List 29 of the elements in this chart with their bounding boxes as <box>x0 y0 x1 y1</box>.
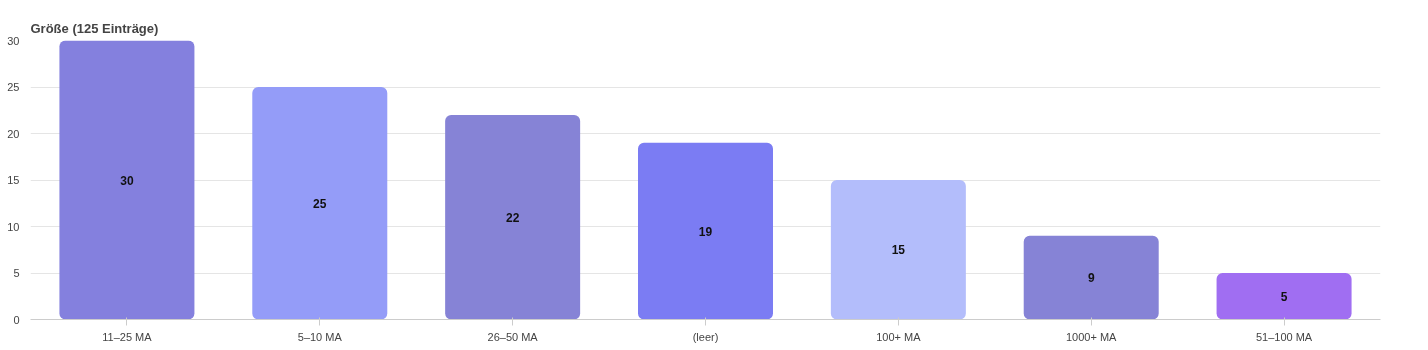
x-tick-label: 1000+ MA <box>1065 330 1118 343</box>
data-label: 22 <box>505 210 520 225</box>
bar <box>1216 273 1352 320</box>
x-tick-label: 11–25 MA <box>102 330 153 343</box>
bar <box>252 87 388 320</box>
bar <box>59 40 195 320</box>
y-tick-label: 5 <box>13 267 20 279</box>
bar <box>1023 235 1159 320</box>
x-tick-label: 51–100 MA <box>1255 330 1313 343</box>
bar <box>830 180 966 320</box>
y-tick-label: 30 <box>7 34 20 47</box>
y-tick-label: 20 <box>7 127 20 140</box>
x-tick-label: 5–10 MA <box>297 330 343 343</box>
x-tick-label: (leer) <box>692 330 719 343</box>
data-label: 30 <box>120 173 134 188</box>
data-label: 19 <box>698 224 713 239</box>
chart-title: Größe (125 Einträge) <box>30 20 159 36</box>
y-tick-label: 15 <box>7 174 20 186</box>
y-tick-label: 10 <box>7 220 20 233</box>
y-tick-label: 25 <box>7 81 20 93</box>
data-label: 5 <box>1280 289 1288 304</box>
bar <box>638 142 773 320</box>
data-label: 15 <box>891 243 906 258</box>
data-label: 25 <box>313 196 327 211</box>
x-tick-label: 26–50 MA <box>487 330 539 343</box>
bar <box>445 114 581 320</box>
data-label: 9 <box>1087 271 1095 286</box>
y-tick-label: 0 <box>13 313 20 326</box>
x-tick-label: 100+ MA <box>876 330 922 343</box>
